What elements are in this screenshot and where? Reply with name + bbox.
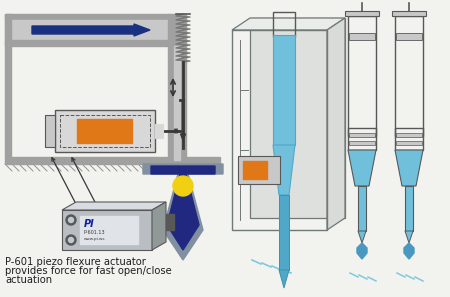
Bar bbox=[349, 141, 375, 145]
Bar bbox=[273, 12, 295, 37]
Bar bbox=[45, 115, 55, 147]
Polygon shape bbox=[232, 18, 345, 30]
Polygon shape bbox=[395, 150, 423, 186]
Bar bbox=[273, 35, 295, 145]
FancyArrow shape bbox=[32, 24, 150, 36]
Bar bbox=[348, 128, 376, 150]
Bar bbox=[395, 128, 423, 150]
Bar bbox=[349, 133, 375, 137]
Bar bbox=[395, 16, 423, 136]
Bar bbox=[358, 186, 366, 231]
Polygon shape bbox=[358, 231, 366, 243]
Bar bbox=[243, 161, 267, 179]
Bar bbox=[168, 14, 186, 160]
Circle shape bbox=[68, 217, 73, 222]
Text: www.pi.ws: www.pi.ws bbox=[84, 237, 105, 241]
Circle shape bbox=[68, 238, 73, 242]
Bar bbox=[80, 216, 138, 244]
Polygon shape bbox=[250, 18, 345, 218]
Text: actuation: actuation bbox=[5, 275, 52, 285]
Bar bbox=[232, 30, 327, 230]
Bar bbox=[238, 156, 280, 184]
Polygon shape bbox=[62, 210, 152, 250]
Polygon shape bbox=[152, 202, 166, 250]
Bar bbox=[5, 14, 170, 20]
Polygon shape bbox=[348, 150, 376, 186]
Polygon shape bbox=[327, 18, 345, 230]
Polygon shape bbox=[279, 270, 289, 288]
Bar bbox=[348, 16, 376, 136]
Polygon shape bbox=[151, 166, 215, 250]
Circle shape bbox=[66, 235, 76, 245]
Bar bbox=[396, 133, 422, 137]
Bar bbox=[166, 214, 174, 230]
Bar bbox=[174, 46, 180, 160]
Bar bbox=[5, 20, 170, 40]
Polygon shape bbox=[62, 202, 166, 210]
Bar bbox=[60, 115, 150, 147]
Bar bbox=[5, 14, 11, 157]
Bar bbox=[5, 157, 220, 164]
Polygon shape bbox=[404, 243, 414, 259]
Bar bbox=[77, 119, 132, 143]
Polygon shape bbox=[273, 145, 295, 195]
Circle shape bbox=[66, 215, 76, 225]
Bar bbox=[396, 33, 422, 40]
Bar bbox=[55, 110, 155, 152]
Text: P-601.13: P-601.13 bbox=[84, 230, 106, 235]
Bar bbox=[279, 195, 289, 270]
Bar bbox=[155, 124, 163, 138]
FancyArrow shape bbox=[180, 100, 185, 140]
Polygon shape bbox=[143, 164, 223, 260]
Circle shape bbox=[173, 176, 193, 196]
Text: PI: PI bbox=[84, 219, 95, 229]
Bar bbox=[405, 186, 413, 231]
Polygon shape bbox=[405, 231, 413, 243]
Polygon shape bbox=[357, 243, 367, 259]
Bar bbox=[392, 11, 426, 16]
Bar bbox=[396, 141, 422, 145]
Bar bbox=[345, 11, 379, 16]
Bar bbox=[5, 40, 170, 46]
Bar bbox=[349, 33, 375, 40]
Text: P-601 piezo flexure actuator: P-601 piezo flexure actuator bbox=[5, 257, 146, 267]
Text: provides force for fast open/close: provides force for fast open/close bbox=[5, 266, 172, 276]
